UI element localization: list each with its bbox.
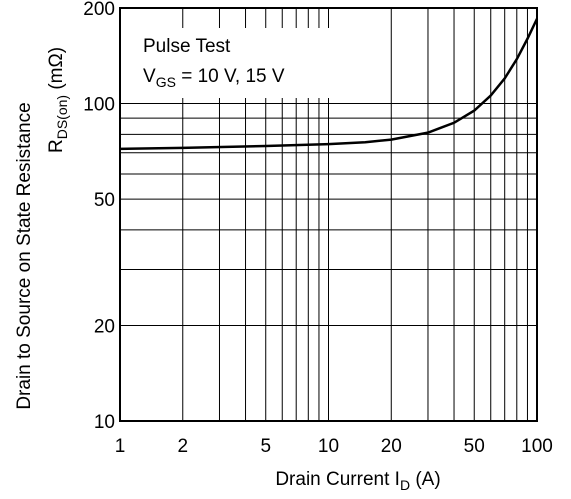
x-tick-labels: 1 2 5 10 20 50 100: [115, 436, 553, 457]
y-axis-label-line-2: RDS(on) (mΩ): [46, 47, 70, 153]
x-tick-label: 50: [464, 436, 485, 457]
y-axis-label-unit: (mΩ): [46, 47, 67, 95]
y-tick-label: 10: [94, 412, 115, 433]
y-axis-label-subscript: DS(on): [54, 95, 70, 139]
annotation-line-1: Pulse Test: [143, 36, 231, 57]
y-axis-label-r: R: [46, 139, 67, 153]
y-tick-label: 20: [94, 316, 115, 337]
annotation-gs-subscript: GS: [156, 74, 176, 90]
annotation-background: [134, 28, 364, 98]
x-axis-label-unit: (A): [410, 469, 441, 490]
x-axis-label-subscript: D: [400, 477, 410, 493]
x-tick-label: 1: [115, 436, 126, 457]
x-axis-label: Drain Current ID (A): [275, 469, 440, 493]
x-tick-label: 10: [318, 436, 339, 457]
series-line-rds-on: [119, 18, 539, 151]
annotation-v: V: [143, 66, 156, 87]
y-axis-label-line-1: Drain to Source on State Resistance: [14, 102, 35, 409]
x-tick-label: 2: [177, 436, 188, 457]
x-tick-label: 100: [521, 436, 553, 457]
annotation-line-2: VGS = 10 V, 15 V: [143, 66, 285, 90]
x-tick-label: 5: [260, 436, 271, 457]
plot-frame: [119, 7, 538, 422]
y-tick-labels: 10 20 50 100 200: [83, 0, 115, 433]
annotation-value: = 10 V, 15 V: [176, 66, 285, 87]
x-tick-label: 20: [381, 436, 402, 457]
y-tick-label: 200: [83, 0, 115, 20]
y-tick-label: 50: [94, 190, 115, 211]
x-axis-label-main: Drain Current I: [275, 469, 400, 490]
y-tick-label: 100: [83, 95, 115, 116]
